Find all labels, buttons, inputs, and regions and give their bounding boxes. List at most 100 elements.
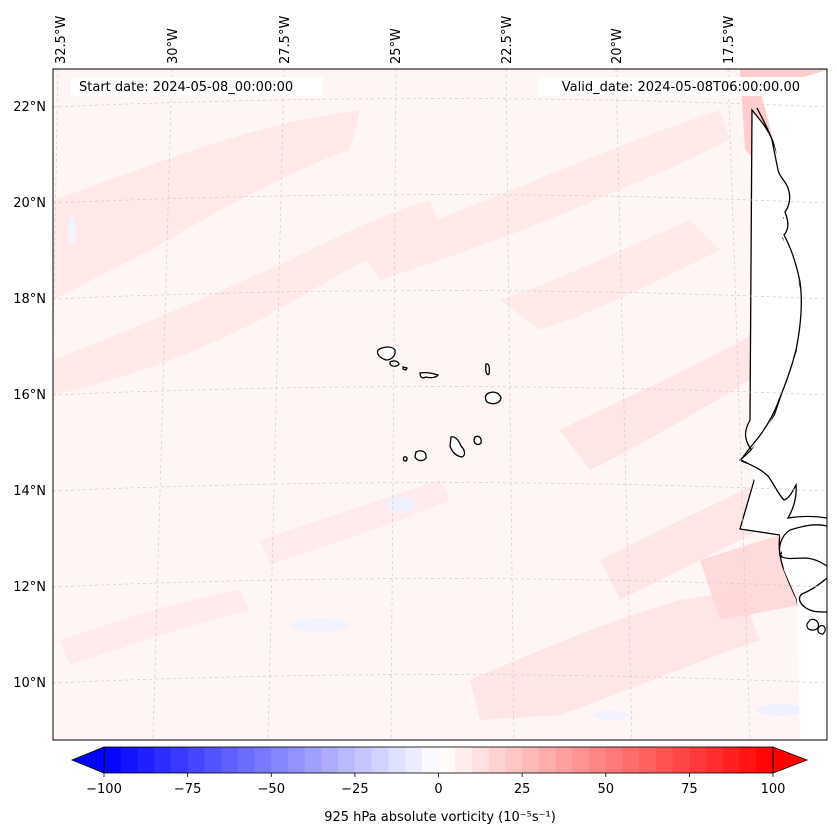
colorbar-segment: [589, 747, 607, 773]
lat-label-10n: 10°N: [13, 676, 46, 691]
colorbar-segment: [522, 747, 540, 773]
colorbar-segment: [371, 747, 389, 773]
colorbar-extend-low: [70, 746, 105, 774]
colorbar-ticks: −100 −75 −50 −25 0 25 50 75 100: [86, 773, 785, 797]
island-maio: [473, 435, 482, 446]
island-sao-nicolau: [419, 371, 440, 379]
vorticity-negative-spot: [755, 704, 805, 716]
senegal-gambia-coastline: [778, 524, 827, 567]
colorbar-segment: [639, 747, 657, 773]
lat-label-16n: 16°N: [13, 388, 46, 403]
parallel-line: [53, 386, 827, 396]
lon-label-20w: 20°W: [610, 28, 625, 64]
lon-label-25w: 25°W: [389, 28, 404, 64]
island-sal: [485, 363, 491, 376]
island-sao-vicente: [389, 360, 400, 367]
colorbar-segment: [488, 747, 507, 773]
colorbar-label: 925 hPa absolute vorticity (10⁻⁵s⁻¹): [324, 810, 556, 825]
valid-date-box: [538, 77, 808, 96]
colorbar-segment: [505, 747, 523, 773]
vorticity-negative-spot: [592, 710, 628, 720]
colorbar-tick-label: 50: [597, 782, 614, 797]
colorbar-segment: [405, 747, 423, 773]
meridian-line: [267, 69, 285, 740]
colorbar-segment: [722, 747, 741, 773]
vorticity-band: [560, 330, 780, 470]
colorbar-tick-label: −100: [86, 782, 122, 797]
parallel-line: [53, 98, 827, 108]
parallel-line: [53, 290, 827, 300]
map-frame: [52, 68, 828, 741]
colorbar-segment: [254, 747, 272, 773]
parallel-line: [53, 674, 827, 684]
meridian-line: [390, 69, 397, 740]
colorbar-segment: [706, 747, 724, 773]
colorbar-segment: [154, 747, 172, 773]
vorticity-band: [53, 200, 440, 395]
island-santa-luzia: [402, 366, 408, 371]
colorbar-segment: [237, 747, 256, 773]
colorbar-tick-label: 25: [514, 782, 531, 797]
lon-label-22-5w: 22.5°W: [500, 16, 515, 64]
colorbar-segments: [104, 747, 774, 773]
vorticity-band: [53, 110, 360, 300]
meridian-line: [152, 69, 173, 740]
colorbar-segment: [321, 747, 339, 773]
colorbar-segment: [538, 747, 557, 773]
lon-label-32-5w: 32.5°W: [54, 16, 69, 64]
parallel-line: [53, 194, 827, 204]
colorbar-segment: [689, 747, 707, 773]
vorticity-band: [470, 590, 760, 720]
colorbar-segment: [120, 747, 139, 773]
colorbar-segment: [622, 747, 640, 773]
colorbar-segment: [572, 747, 590, 773]
lon-label-30w: 30°W: [166, 28, 181, 64]
bijagos-islands: [806, 618, 826, 635]
meridian-line: [505, 69, 515, 740]
island-boa-vista: [484, 391, 502, 405]
colorbar-tick-label: 75: [681, 782, 698, 797]
vorticity-negative-spot: [68, 216, 76, 244]
vorticity-band: [500, 220, 720, 330]
colorbar-segment: [756, 747, 774, 773]
colorbar: −100 −75 −50 −25 0 25 50 75 100 925 hPa absolute…: [70, 746, 809, 825]
vorticity-negative-spot: [386, 497, 414, 513]
valid-date-text: Valid_date: 2024-05-08T06:00:00.00: [562, 80, 800, 95]
colorbar-segment: [271, 747, 289, 773]
colorbar-segment: [471, 747, 490, 773]
colorbar-tick-label: −50: [258, 782, 285, 797]
parallel-line: [53, 482, 827, 492]
island-santiago: [449, 436, 466, 458]
start-date-text: Start date: 2024-05-08_00:00:00: [79, 80, 293, 95]
island-brava: [402, 456, 408, 462]
colorbar-segment: [655, 747, 674, 773]
colorbar-segment: [104, 747, 122, 773]
colorbar-segment: [338, 747, 356, 773]
graticule: [53, 69, 827, 740]
island-fogo: [414, 450, 427, 462]
lon-label-27-5w: 27.5°W: [278, 16, 293, 64]
map-panel: Start date: 2024-05-08_00:00:00 Valid_da…: [52, 68, 828, 741]
colorbar-segment: [739, 747, 757, 773]
colorbar-tick-label: 100: [761, 782, 786, 797]
africa-land-fill: [745, 70, 827, 740]
colorbar-segment: [221, 747, 239, 773]
colorbar-segment: [204, 747, 222, 773]
colorbar-segment: [170, 747, 189, 773]
meridian-line: [727, 69, 751, 740]
colorbar-segment: [187, 747, 205, 773]
colorbar-segment: [555, 747, 573, 773]
island-santo-antao: [376, 346, 396, 361]
colorbar-extend-high: [772, 746, 809, 774]
start-date-box: [71, 77, 323, 96]
longitude-labels: 32.5°W 30°W 27.5°W 25°W 22.5°W 20°W 17.5…: [54, 16, 737, 64]
colorbar-tick-label: 0: [434, 782, 442, 797]
colorbar-segment: [455, 747, 473, 773]
colorbar-segment: [287, 747, 306, 773]
lat-label-22n: 22°N: [13, 100, 46, 115]
colorbar-segment: [354, 747, 373, 773]
lat-label-12n: 12°N: [13, 580, 46, 595]
colorbar-segment: [304, 747, 323, 773]
lat-label-20n: 20°N: [13, 196, 46, 211]
